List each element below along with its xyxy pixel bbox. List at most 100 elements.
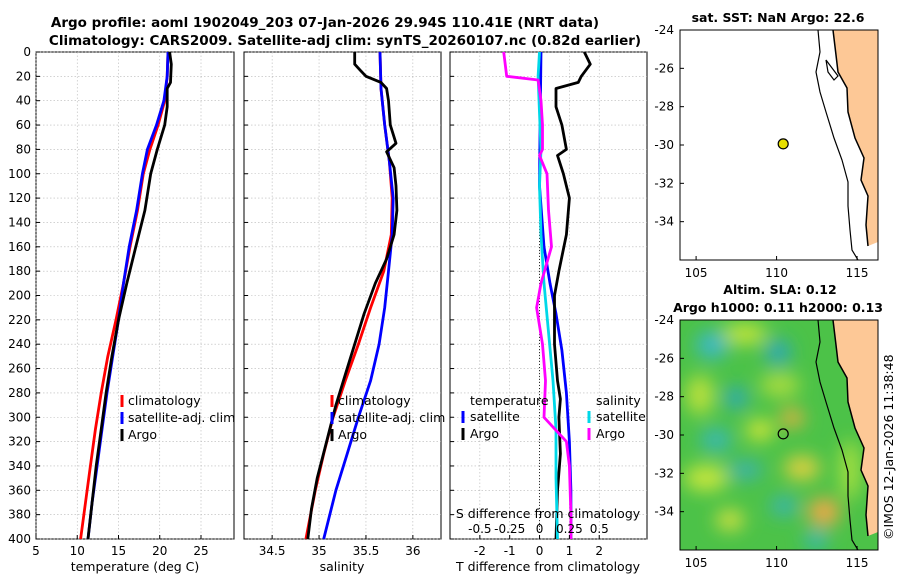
x-tick-label: 25 xyxy=(193,544,208,558)
sla-anomaly-blobs xyxy=(684,324,860,548)
map-y-tick-label: -24 xyxy=(654,23,674,37)
sla-blob xyxy=(686,375,714,415)
s-tick-label: -0.5 xyxy=(468,522,491,536)
x-tick-label: 34.5 xyxy=(259,544,286,558)
figure-title-line2: Climatology: CARS2009. Satellite-adj cli… xyxy=(49,33,641,49)
legend-s-satellite-label: satellite xyxy=(596,409,646,424)
map-y-tick-label: -28 xyxy=(654,390,674,404)
sla-blob xyxy=(684,465,728,491)
x-tick-label: 2 xyxy=(595,544,603,558)
legend-t-satellite-label: satellite xyxy=(470,409,520,424)
y-tick-label: 0 xyxy=(23,45,31,59)
sla-blob xyxy=(727,460,763,480)
sst-map-shelf-contour xyxy=(815,30,859,260)
sla-blob xyxy=(724,387,748,409)
map-y-tick-label: -34 xyxy=(654,505,674,519)
temperature-panel: 0 20 40 60 80 100 120 140 160 180 200 220 240 260 280 3… xyxy=(8,45,235,574)
figure-title-line1: Argo profile: aoml 1902049_203 07-Jan-20… xyxy=(51,15,599,31)
sla-blob xyxy=(808,498,840,526)
legend-argo-label: Argo xyxy=(338,427,367,442)
sla-field xyxy=(680,320,878,550)
salinity-diff-legend: salinity satellite Argo xyxy=(587,393,646,441)
legend-t-argo-label: Argo xyxy=(470,426,499,441)
legend-climatology-label: climatology xyxy=(338,393,411,408)
x-tick-label: 0 xyxy=(536,544,544,558)
y-tick-label: 80 xyxy=(16,142,31,156)
map-x-tick-label: 105 xyxy=(685,556,708,570)
map-y-tick-label: -26 xyxy=(654,61,674,75)
y-tick-label: 260 xyxy=(8,362,31,376)
series-line-argo xyxy=(86,51,173,540)
y-tick-label: 20 xyxy=(16,69,31,83)
temperature-xlabel: temperature (deg C) xyxy=(71,559,200,574)
series-line-satellite-adj-clim xyxy=(322,51,395,540)
s-tick-label: 0.5 xyxy=(590,522,609,536)
legend-climatology-label: climatology xyxy=(128,393,201,408)
y-tick-label: 60 xyxy=(16,118,31,132)
y-tick-label: 360 xyxy=(8,483,31,497)
sla-map: Altim. SLA: 0.12 Argo h1000: 0.11 h2000:… xyxy=(654,282,883,570)
sla-map-shelf-contour xyxy=(815,320,859,550)
s-tick-label: 0 xyxy=(536,522,544,536)
sla-blob xyxy=(770,496,798,516)
salinity-panel: 34.5 35 35.5 36 salinity climatology satell… xyxy=(243,51,445,574)
sla-blob xyxy=(784,456,820,480)
sst-map-coastline xyxy=(832,30,869,247)
legend-satellite-label: satellite-adj. clim xyxy=(128,410,235,425)
sla-map-coastline xyxy=(832,320,869,537)
y-tick-label: 200 xyxy=(8,289,31,303)
map-y-tick-label: -28 xyxy=(654,100,674,114)
sla-map-title-line1: Altim. SLA: 0.12 xyxy=(723,282,836,297)
map-y-tick-label: -32 xyxy=(654,176,674,190)
temperature-diff-legend: temperature satellite Argo xyxy=(461,393,549,441)
y-tick-label: 380 xyxy=(8,508,31,522)
sla-map-title-line2: Argo h1000: 0.11 h2000: 0.13 xyxy=(673,300,883,315)
map-x-tick-label: 105 xyxy=(685,266,708,280)
temperature-legend: climatology satellite-adj. clim Argo xyxy=(120,393,235,442)
sla-blob xyxy=(804,532,828,548)
sla-blob xyxy=(696,331,728,359)
difference-top-xlabel: S difference from climatology xyxy=(456,506,641,521)
series-line-s-argo xyxy=(502,51,573,539)
series-line-t-argo xyxy=(553,51,592,540)
series-line-argo xyxy=(306,52,399,540)
map-x-tick-label: 110 xyxy=(765,556,788,570)
map-y-tick-label: -32 xyxy=(654,466,674,480)
x-tick-label: 5 xyxy=(32,544,40,558)
sla-blob xyxy=(716,510,744,530)
legend-argo-label: Argo xyxy=(128,427,157,442)
sst-map-title: sat. SST: NaN Argo: 22.6 xyxy=(692,10,865,25)
sla-blob xyxy=(840,440,860,500)
map-y-tick-label: -24 xyxy=(654,313,674,327)
map-y-tick-label: -26 xyxy=(654,351,674,365)
map-x-tick-label: 115 xyxy=(846,556,869,570)
argo-location-marker xyxy=(777,428,789,440)
difference-panel: -2 -1 0 1 2 -0.5 -0.25 0 0.25 0.5 T difference fr… xyxy=(449,51,648,574)
map-x-tick-label: 115 xyxy=(846,266,869,280)
sla-blob xyxy=(760,373,800,397)
y-tick-label: 240 xyxy=(8,337,31,351)
y-tick-label: 400 xyxy=(8,532,31,546)
legend-s-argo-label: Argo xyxy=(596,426,625,441)
s-tick-label: -0.25 xyxy=(494,522,525,536)
y-tick-label: 180 xyxy=(8,264,31,278)
sst-map-island xyxy=(825,59,839,81)
argo-location-marker xyxy=(777,138,789,150)
y-tick-label: 280 xyxy=(8,386,31,400)
imos-timestamp: ©IMOS 12-Jan-2026 11:38:48 xyxy=(881,354,896,540)
salinity-legend: climatology satellite-adj. clim Argo xyxy=(330,393,445,442)
y-tick-label: 220 xyxy=(8,313,31,327)
sla-blob xyxy=(700,428,732,452)
map-y-tick-label: -30 xyxy=(654,428,674,442)
x-tick-label: 15 xyxy=(111,544,126,558)
sla-blob xyxy=(765,339,791,365)
x-tick-label: 10 xyxy=(70,544,85,558)
x-tick-label: 1 xyxy=(566,544,574,558)
x-tick-label: 35.5 xyxy=(353,544,380,558)
salinity-xlabel: salinity xyxy=(320,559,365,574)
map-y-tick-label: -30 xyxy=(654,138,674,152)
y-tick-label: 120 xyxy=(8,191,31,205)
y-tick-label: 300 xyxy=(8,410,31,424)
